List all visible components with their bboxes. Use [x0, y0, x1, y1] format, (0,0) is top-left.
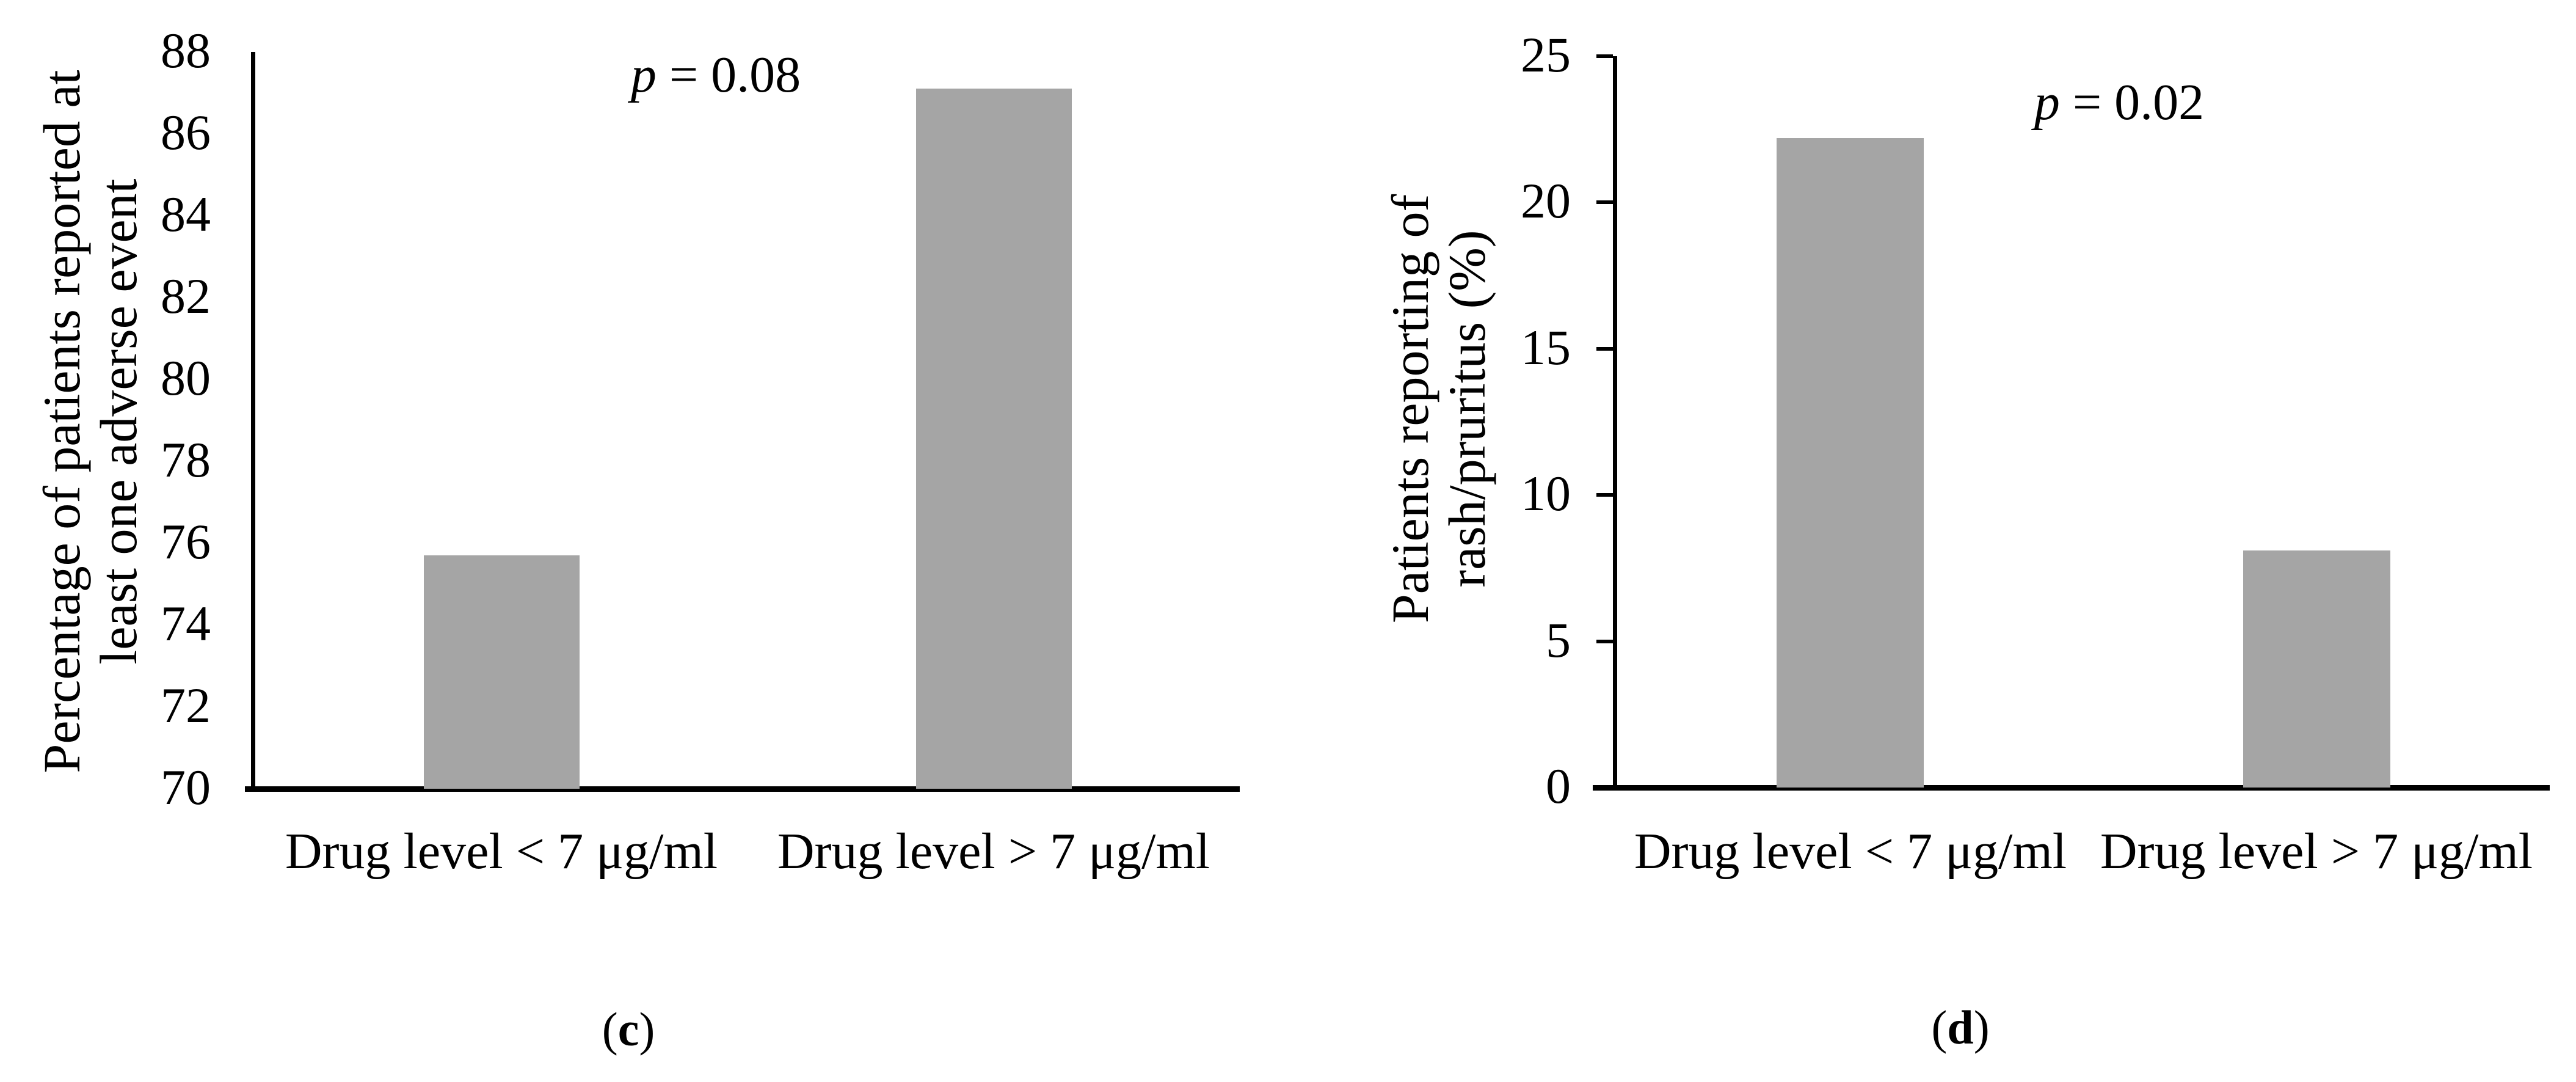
- y-tick-mark: [1596, 640, 1613, 643]
- p-symbol: p: [2034, 74, 2060, 131]
- y-tick-label: 25: [1521, 27, 1571, 82]
- y-tick-label: 0: [1546, 758, 1571, 814]
- y-tick-label: 74: [161, 596, 211, 651]
- y-tick-label: 70: [161, 759, 211, 815]
- x-category-label-1: Drug level < 7 μg/ml: [285, 823, 718, 880]
- caption-paren-close: ): [639, 1003, 655, 1056]
- caption-paren-open: (: [1931, 1001, 1948, 1054]
- y-axis-title: Percentage of patients reported at least …: [32, 70, 148, 773]
- y-tick-mark: [1596, 493, 1613, 497]
- bar-1: [424, 555, 580, 789]
- y-tick-label: 76: [161, 514, 211, 569]
- y-axis-title: Patients reporting of rash/pruritus (%): [1381, 194, 1496, 624]
- y-tick-label: 5: [1546, 612, 1571, 668]
- p-value-annotation: p = 0.08: [630, 46, 801, 103]
- p-value-annotation: p = 0.02: [2034, 74, 2205, 131]
- panel-caption-c: (c): [602, 1006, 655, 1053]
- y-tick-label: 72: [161, 678, 211, 733]
- y-tick-label: 84: [161, 186, 211, 242]
- p-symbol: p: [630, 46, 657, 103]
- y-axis-line: [1613, 56, 1617, 791]
- x-category-label-2: Drug level > 7 μg/ml: [2100, 823, 2533, 880]
- x-axis-line: [1593, 785, 2550, 791]
- y-tick-label: 86: [161, 104, 211, 160]
- x-category-label-2: Drug level > 7 μg/ml: [777, 823, 1210, 880]
- panel-caption-d: (d): [1931, 1004, 1989, 1051]
- x-axis-line: [245, 786, 1240, 792]
- caption-paren-close: ): [1973, 1001, 1990, 1054]
- x-category-label-1: Drug level < 7 μg/ml: [1634, 823, 2067, 880]
- caption-letter: d: [1947, 1001, 1974, 1054]
- bar-1: [1777, 138, 1924, 788]
- y-axis-line: [251, 52, 255, 792]
- y-tick-label: 20: [1521, 173, 1571, 228]
- y-tick-mark: [1596, 200, 1613, 204]
- y-tick-label: 80: [161, 350, 211, 406]
- y-axis-title-line-1: Patients reporting of: [1381, 194, 1440, 624]
- y-tick-label: 10: [1521, 466, 1571, 521]
- caption-letter: c: [617, 1003, 639, 1056]
- bar-2: [2243, 550, 2390, 788]
- bar-2: [916, 89, 1072, 789]
- y-axis-title-line-2: rash/pruritus (%): [1438, 230, 1496, 588]
- y-tick-label: 82: [161, 268, 211, 324]
- y-tick-label: 78: [161, 432, 211, 488]
- y-axis-title-line-1: Percentage of patients reported at: [32, 70, 92, 773]
- caption-paren-open: (: [602, 1003, 618, 1056]
- y-tick-label: 15: [1521, 320, 1571, 375]
- y-tick-label: 88: [161, 23, 211, 78]
- y-tick-mark: [1596, 347, 1613, 351]
- y-axis-title-line-2: least one adverse event: [89, 178, 148, 665]
- y-tick-mark: [1596, 54, 1613, 58]
